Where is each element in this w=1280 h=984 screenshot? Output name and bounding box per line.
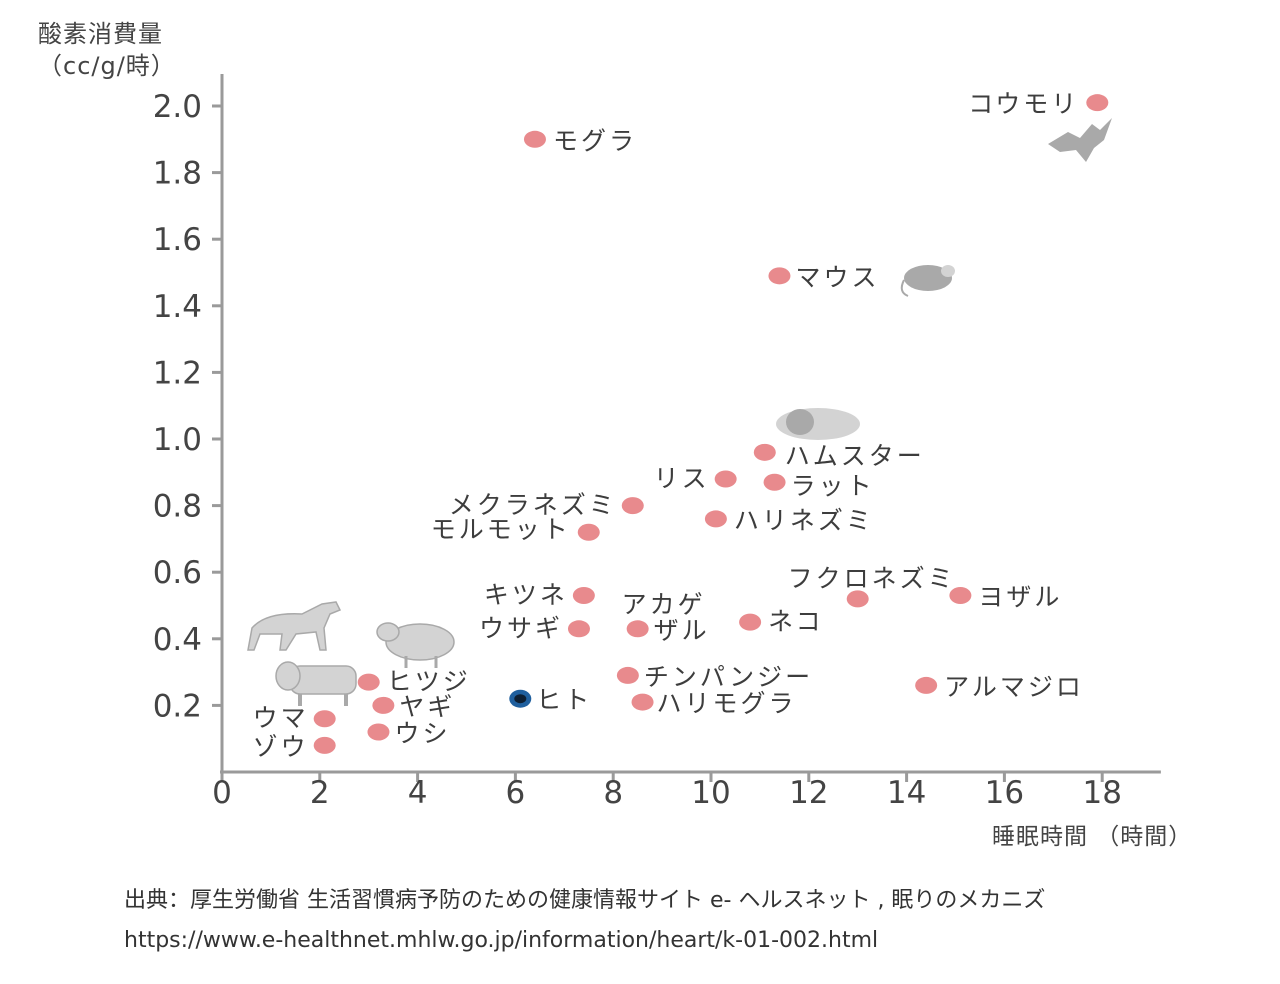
data-point-core [514,694,527,704]
source-url: https://www.e-healthnet.mhlw.go.jp/infor… [124,928,879,953]
sheep-head [376,622,400,642]
horse-shape [247,601,342,651]
data-point [763,473,786,491]
data-point [616,666,639,684]
data-point [846,590,869,608]
y-tick-label: 0.2 [153,688,202,724]
point-label: マウス [795,263,879,292]
hamster-illustration [776,408,860,440]
point-label: ネコ [768,607,824,636]
source-citation: 出典：厚生労働省 生活習慣病予防のための健康情報サイト e- ヘルスネット , … [124,888,1046,913]
point-label: チンパンジー [644,662,813,691]
point-label: ヤギ [399,692,455,721]
mouse-tail [900,279,909,297]
data-point [523,130,546,148]
y-tick-label: 1.8 [153,156,202,192]
point-label: ゾウ [253,732,309,761]
data-point [1086,94,1109,112]
x-tick-label: 6 [506,775,526,811]
x-tick-label: 12 [789,775,828,811]
sheep-illustration [376,622,455,668]
y-tick-label: 2.0 [153,89,202,125]
point-label: ラット [791,471,875,500]
x-tick-label: 10 [691,775,730,811]
point-label: ヨザル [978,583,1062,612]
x-tick-label: 16 [985,775,1024,811]
y-tick-label: 0.8 [153,489,202,525]
bat-shape [1048,118,1112,162]
point-label: ヒツジ [387,667,471,696]
data-point [567,620,590,638]
point-label: モグラ [553,126,637,155]
x-tick-label: 2 [310,775,330,811]
data-point [313,710,336,728]
x-tick-label: 14 [887,775,926,811]
mouse-illustration [900,265,955,297]
cow-illustration [275,661,357,706]
tick-labels: 0.2 0.4 0.6 0.8 1.0 1.2 1.4 1.6 1.8 2.0 0 2 4 6 8 10 12 1… [153,89,1122,811]
cow-head [275,661,301,691]
data-point [915,676,938,694]
point-label: フクロネズミ [788,564,956,593]
data-point [621,497,644,515]
data-point [739,613,762,631]
x-axis-title: 睡眠時間 （時間） [992,824,1193,850]
point-label: キツネ [484,581,568,610]
y-tick-label: 0.6 [153,555,202,591]
point-label: アルマジロ [944,672,1084,701]
mouse-body [904,265,952,291]
y-tick-label: 0.4 [153,622,202,658]
point-label: アカゲザル [622,590,710,645]
point-label: ウシ [394,719,450,748]
data-point [372,696,395,714]
point-label: ウマ [253,704,309,733]
horse-illustration [247,601,342,651]
y-axis-unit: （cc/g/時） [38,52,176,80]
data-point [949,587,972,605]
axes [220,74,1161,774]
data-point [768,267,791,285]
hamster-head [786,409,814,435]
data-point [753,443,776,461]
data-point [631,693,654,711]
data-point [357,673,380,691]
data-point [367,723,390,741]
point-label: メクラネズミ [449,491,617,520]
y-tick-label: 1.2 [153,355,202,391]
point-label: モルモット [431,515,571,544]
x-tick-label: 8 [603,775,623,811]
point-label: ウサギ [479,614,563,643]
y-tick-label: 1.4 [153,289,202,325]
point-label: ハムスター [785,441,925,470]
y-axis-title: 酸素消費量 [38,20,163,48]
y-tick-label: 1.0 [153,422,202,458]
point-label: ハリモグラ [657,689,797,718]
data-point [626,620,649,638]
data-point [704,510,727,528]
mouse-ear [941,265,955,277]
x-tick-label: 0 [212,775,232,811]
sheep-body [385,623,455,661]
point-label: コウモリ [968,90,1079,119]
x-tick-label: 4 [408,775,428,811]
y-tick-label: 1.6 [153,222,202,258]
point-label: ヒト [536,686,592,715]
data-point [577,523,600,541]
x-tick-label: 18 [1082,775,1121,811]
animal-illustrations [247,118,1112,706]
axis-ticks [212,104,1104,782]
point-label: リス [654,464,710,493]
bat-illustration [1048,118,1112,162]
point-label: ハリネズミ [734,506,874,535]
data-points [313,94,1109,754]
data-point [313,736,336,754]
scatter-chart: 0.2 0.4 0.6 0.8 1.0 1.2 1.4 1.6 1.8 2.0 0 2 4 6 8 10 12 1… [153,74,1161,811]
data-point [714,470,737,488]
data-point [572,587,595,605]
